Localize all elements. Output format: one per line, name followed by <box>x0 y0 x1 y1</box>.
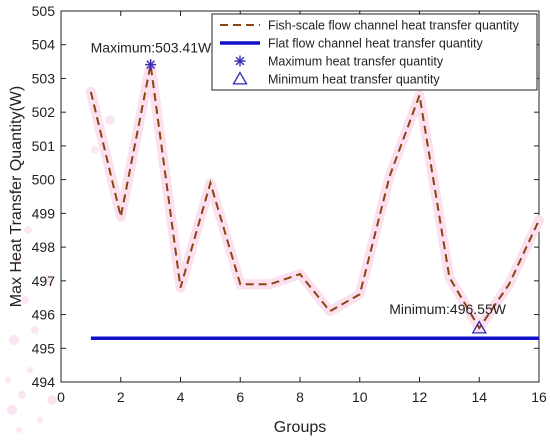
y-tick-label: 495 <box>32 340 56 356</box>
maximum-marker <box>145 59 156 70</box>
glow-dot <box>18 391 26 399</box>
glow-dot <box>5 377 11 383</box>
glow-dot <box>47 395 57 405</box>
y-tick-label: 501 <box>32 138 56 154</box>
x-tick-label: 8 <box>296 389 304 405</box>
x-tick-label: 0 <box>57 389 65 405</box>
glow-dot <box>105 115 115 125</box>
y-tick-label: 497 <box>32 273 56 289</box>
glow-dot <box>91 146 99 154</box>
x-axis-title: Groups <box>274 419 326 436</box>
glow-dot <box>27 367 33 373</box>
glow-dot <box>16 427 22 433</box>
legend-label: Maximum heat transfer quantity <box>268 55 444 69</box>
y-tick-label: 502 <box>32 104 56 120</box>
glow-dot <box>7 405 17 415</box>
glow-dot <box>9 335 19 345</box>
series-layer <box>91 65 539 339</box>
glow-dot <box>24 226 32 234</box>
y-tick-label: 503 <box>32 70 56 86</box>
legend-label: Minimum heat transfer quantity <box>268 73 440 87</box>
x-tick-label: 10 <box>352 389 368 405</box>
y-tick-label: 496 <box>32 307 56 323</box>
y-tick-label: 498 <box>32 239 56 255</box>
legend: Fish-scale flow channel heat transfer qu… <box>212 14 537 90</box>
x-tick-label: 6 <box>236 389 244 405</box>
y-tick-label: 505 <box>32 3 56 19</box>
glow-dot <box>37 417 43 423</box>
legend-label: Fish-scale flow channel heat transfer qu… <box>268 19 520 33</box>
x-tick-label: 14 <box>471 389 487 405</box>
maximum-label: Maximum:503.41W <box>91 40 212 56</box>
x-tick-label: 12 <box>412 389 428 405</box>
y-tick-label: 494 <box>32 374 56 390</box>
y-tick-label: 499 <box>32 205 56 221</box>
y-axis-title: Max Heat Transfer Quantity(W) <box>8 86 25 307</box>
y-tick-label: 504 <box>32 37 56 53</box>
minimum-label: Minimum:496.55W <box>389 301 506 317</box>
y-tick-label: 500 <box>32 172 56 188</box>
x-tick-label: 4 <box>177 389 185 405</box>
legend-label: Flat flow channel heat transfer quantity <box>268 37 483 51</box>
x-tick-label: 16 <box>531 389 547 405</box>
glow-dot <box>31 326 39 334</box>
x-tick-label: 2 <box>117 389 125 405</box>
series-halo <box>91 65 539 328</box>
